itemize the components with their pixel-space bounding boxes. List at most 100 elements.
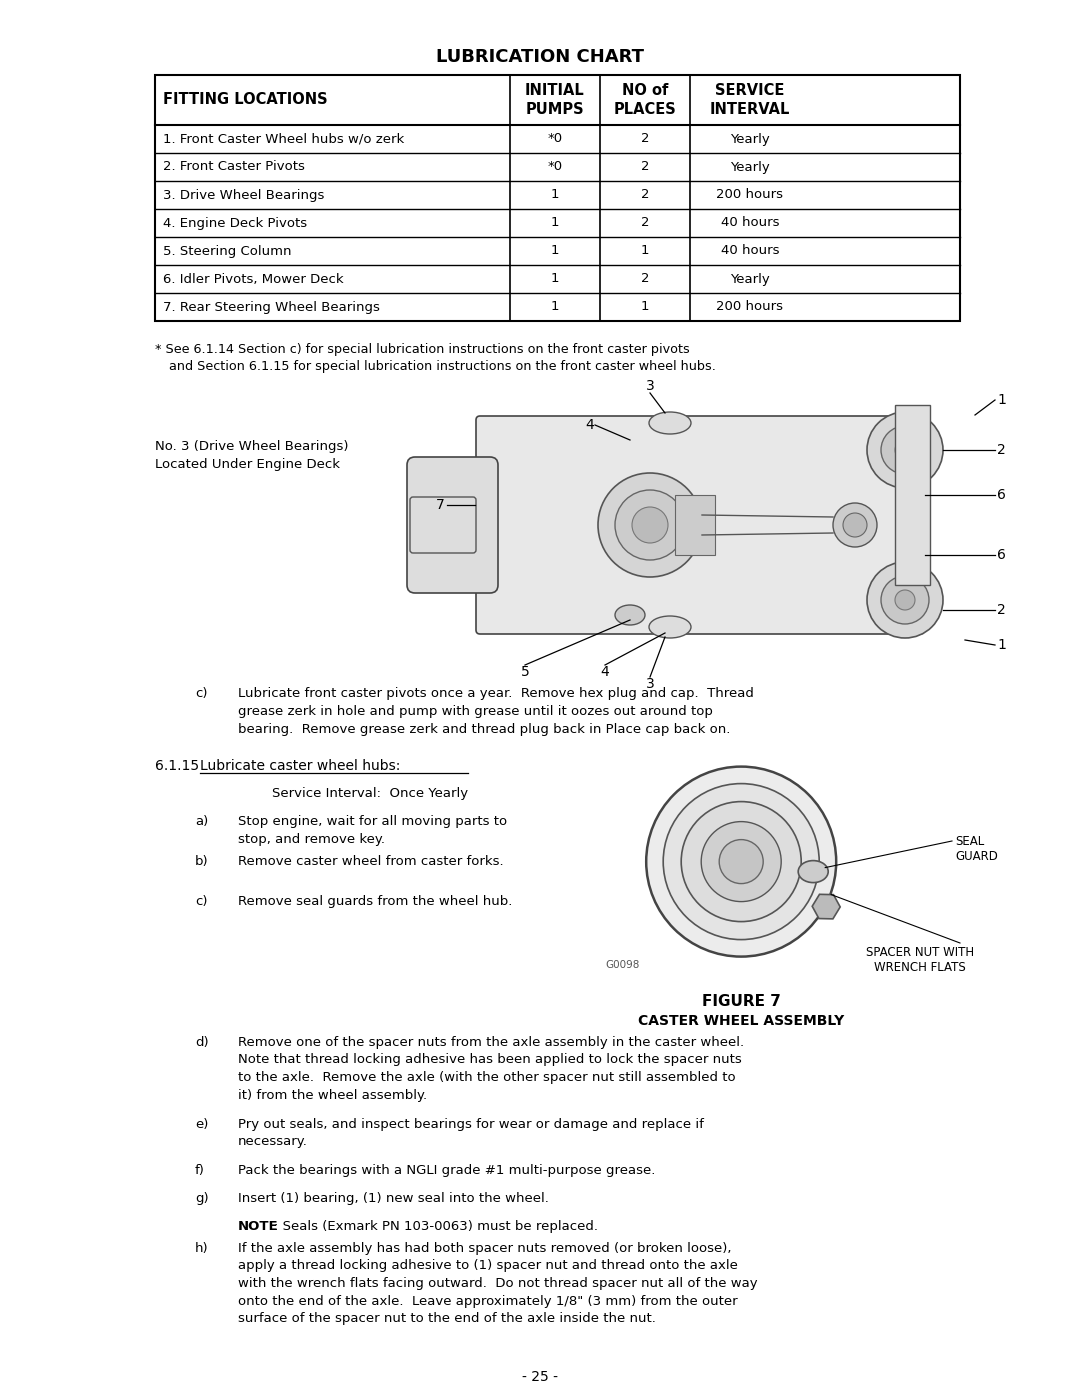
- Text: h): h): [195, 1242, 208, 1255]
- Text: Remove caster wheel from caster forks.: Remove caster wheel from caster forks.: [238, 855, 503, 868]
- Text: 2: 2: [640, 217, 649, 229]
- Ellipse shape: [649, 412, 691, 434]
- Text: 1. Front Caster Wheel hubs w/o zerk: 1. Front Caster Wheel hubs w/o zerk: [163, 133, 404, 145]
- Text: NO of
PLACES: NO of PLACES: [613, 84, 676, 117]
- Text: 200 hours: 200 hours: [716, 300, 783, 313]
- Text: - 25 -: - 25 -: [522, 1370, 558, 1384]
- Circle shape: [632, 507, 669, 543]
- Text: Remove seal guards from the wheel hub.: Remove seal guards from the wheel hub.: [238, 895, 512, 908]
- Text: Lubricate caster wheel hubs:: Lubricate caster wheel hubs:: [200, 759, 401, 773]
- Text: 3: 3: [646, 379, 654, 393]
- Text: 6: 6: [997, 548, 1005, 562]
- Text: 2: 2: [640, 161, 649, 173]
- Circle shape: [867, 412, 943, 488]
- Text: Yearly: Yearly: [730, 133, 770, 145]
- Text: 5. Steering Column: 5. Steering Column: [163, 244, 292, 257]
- Text: INITIAL
PUMPS: INITIAL PUMPS: [525, 84, 585, 117]
- Text: SERVICE
INTERVAL: SERVICE INTERVAL: [710, 84, 791, 117]
- Text: 2. Front Caster Pivots: 2. Front Caster Pivots: [163, 161, 305, 173]
- Text: 40 hours: 40 hours: [720, 217, 780, 229]
- Text: 1: 1: [551, 189, 559, 201]
- Circle shape: [646, 767, 836, 957]
- Text: 1: 1: [997, 638, 1005, 652]
- Circle shape: [843, 513, 867, 536]
- Circle shape: [615, 490, 685, 560]
- Text: 2: 2: [640, 133, 649, 145]
- Text: Yearly: Yearly: [730, 272, 770, 285]
- Circle shape: [895, 590, 915, 610]
- Bar: [895, 405, 930, 585]
- Text: Lubricate front caster pivots once a year.  Remove hex plug and cap.  Thread
gre: Lubricate front caster pivots once a yea…: [238, 687, 754, 736]
- Text: LUBRICATION CHART: LUBRICATION CHART: [436, 47, 644, 66]
- FancyBboxPatch shape: [410, 497, 476, 553]
- Text: e): e): [195, 1118, 208, 1132]
- Circle shape: [881, 426, 929, 474]
- Text: 6. Idler Pivots, Mower Deck: 6. Idler Pivots, Mower Deck: [163, 272, 343, 285]
- Text: c): c): [195, 687, 207, 700]
- Text: 3: 3: [646, 678, 654, 692]
- Text: b): b): [195, 855, 208, 868]
- Text: *0: *0: [548, 133, 563, 145]
- Text: 1: 1: [640, 300, 649, 313]
- Circle shape: [701, 821, 781, 901]
- Text: Pry out seals, and inspect bearings for wear or damage and replace if
necessary.: Pry out seals, and inspect bearings for …: [238, 1118, 704, 1148]
- Ellipse shape: [798, 861, 828, 883]
- Text: 1: 1: [551, 300, 559, 313]
- Text: 1: 1: [640, 244, 649, 257]
- FancyBboxPatch shape: [476, 416, 924, 634]
- Text: 1: 1: [551, 272, 559, 285]
- Text: SPACER NUT WITH
WRENCH FLATS: SPACER NUT WITH WRENCH FLATS: [866, 946, 974, 974]
- Text: 7: 7: [436, 497, 445, 511]
- Text: CASTER WHEEL ASSEMBLY: CASTER WHEEL ASSEMBLY: [638, 1014, 845, 1028]
- Text: 4: 4: [600, 665, 609, 679]
- Text: 3. Drive Wheel Bearings: 3. Drive Wheel Bearings: [163, 189, 324, 201]
- Circle shape: [598, 474, 702, 577]
- Text: f): f): [195, 1164, 205, 1178]
- FancyBboxPatch shape: [407, 457, 498, 592]
- Text: 5: 5: [521, 665, 529, 679]
- Text: G0098: G0098: [605, 960, 639, 970]
- Text: If the axle assembly has had both spacer nuts removed (or broken loose),
apply a: If the axle assembly has had both spacer…: [238, 1242, 758, 1324]
- Text: 4: 4: [585, 418, 594, 432]
- Text: Located Under Engine Deck: Located Under Engine Deck: [156, 458, 340, 471]
- Text: a): a): [195, 814, 208, 828]
- Text: 4. Engine Deck Pivots: 4. Engine Deck Pivots: [163, 217, 307, 229]
- Text: 40 hours: 40 hours: [720, 244, 780, 257]
- Ellipse shape: [615, 605, 645, 624]
- Text: 2: 2: [997, 443, 1005, 457]
- Text: SEAL
GUARD: SEAL GUARD: [955, 835, 998, 863]
- Circle shape: [663, 784, 820, 940]
- Text: No. 3 (Drive Wheel Bearings): No. 3 (Drive Wheel Bearings): [156, 440, 349, 453]
- Text: g): g): [195, 1192, 208, 1206]
- Text: 1: 1: [551, 217, 559, 229]
- Text: c): c): [195, 895, 207, 908]
- Text: *0: *0: [548, 161, 563, 173]
- Circle shape: [867, 562, 943, 638]
- Text: Remove one of the spacer nuts from the axle assembly in the caster wheel.
Note t: Remove one of the spacer nuts from the a…: [238, 1037, 744, 1101]
- Text: 200 hours: 200 hours: [716, 189, 783, 201]
- Text: Service Interval:  Once Yearly: Service Interval: Once Yearly: [272, 787, 468, 800]
- Text: Pack the bearings with a NGLI grade #1 multi-purpose grease.: Pack the bearings with a NGLI grade #1 m…: [238, 1164, 656, 1178]
- Bar: [156, 75, 960, 321]
- Circle shape: [681, 802, 801, 922]
- Ellipse shape: [649, 616, 691, 638]
- Text: Stop engine, wait for all moving parts to
stop, and remove key.: Stop engine, wait for all moving parts t…: [238, 814, 508, 845]
- Text: Insert (1) bearing, (1) new seal into the wheel.: Insert (1) bearing, (1) new seal into th…: [238, 1192, 549, 1206]
- Text: 1: 1: [997, 393, 1005, 407]
- Text: : Seals (Exmark PN 103-0063) must be replaced.: : Seals (Exmark PN 103-0063) must be rep…: [274, 1220, 598, 1234]
- Text: 1: 1: [551, 244, 559, 257]
- Text: d): d): [195, 1037, 208, 1049]
- Text: Yearly: Yearly: [730, 161, 770, 173]
- Text: NOTE: NOTE: [238, 1220, 279, 1234]
- Text: 2: 2: [640, 272, 649, 285]
- Text: * See 6.1.14 Section c) for special lubrication instructions on the front caster: * See 6.1.14 Section c) for special lubr…: [156, 344, 690, 356]
- Text: FIGURE 7: FIGURE 7: [702, 995, 781, 1009]
- Text: 6.1.15: 6.1.15: [156, 759, 199, 773]
- Bar: [675, 495, 715, 555]
- Text: 2: 2: [997, 604, 1005, 617]
- Circle shape: [833, 503, 877, 548]
- Circle shape: [881, 576, 929, 624]
- Text: and Section 6.1.15 for special lubrication instructions on the front caster whee: and Section 6.1.15 for special lubricati…: [168, 360, 716, 373]
- Text: 2: 2: [640, 189, 649, 201]
- Circle shape: [895, 440, 915, 460]
